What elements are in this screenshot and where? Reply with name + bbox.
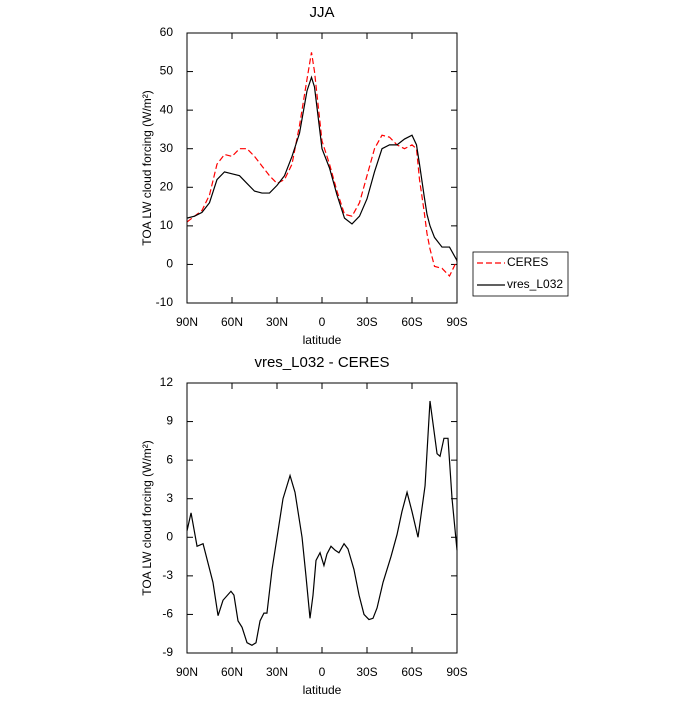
y-tick-label: 10 <box>160 218 174 232</box>
y-tick-label: 12 <box>160 375 174 389</box>
x-tick-label: 60S <box>401 315 422 329</box>
y-tick-label: 60 <box>160 25 174 39</box>
x-tick-label: 30N <box>266 315 288 329</box>
data-line <box>186 52 458 278</box>
x-tick-label: 90S <box>446 315 467 329</box>
x-tick-label: 60N <box>221 665 243 679</box>
plot-frame <box>186 382 458 654</box>
y-axis-label: TOA LW cloud forcing (W/m²) <box>140 90 154 246</box>
legend-label: CERES <box>507 255 548 269</box>
y-tick-label: 0 <box>166 257 173 271</box>
chart-title: vres_L032 - CERES <box>254 354 389 371</box>
x-tick-label: 0 <box>319 665 326 679</box>
x-tick-label: 0 <box>319 315 326 329</box>
x-tick-label: 30N <box>266 665 288 679</box>
y-tick-label: 30 <box>160 141 174 155</box>
y-tick-label: 50 <box>160 64 174 78</box>
y-tick-label: 9 <box>166 414 173 428</box>
y-tick-label: 20 <box>160 179 174 193</box>
x-tick-label: 30S <box>356 315 377 329</box>
x-axis-label: latitude <box>303 333 342 347</box>
legend-box <box>472 251 569 297</box>
x-tick-label: 60N <box>221 315 243 329</box>
y-tick-label: 3 <box>166 491 173 505</box>
y-axis-label: TOA LW cloud forcing (W/m²) <box>140 440 154 596</box>
y-tick-label: -9 <box>162 645 173 659</box>
plot-frame <box>186 32 458 304</box>
data-line <box>186 75 458 261</box>
y-tick-label: 0 <box>166 529 173 543</box>
legend-label: vres_L032 <box>507 277 563 291</box>
x-tick-label: 30S <box>356 665 377 679</box>
x-tick-label: 90S <box>446 665 467 679</box>
y-tick-label: 6 <box>166 452 173 466</box>
y-tick-label: 40 <box>160 102 174 116</box>
y-tick-label: -6 <box>162 607 173 621</box>
chart-title: JJA <box>309 4 334 21</box>
x-axis-label: latitude <box>303 683 342 697</box>
x-tick-label: 60S <box>401 665 422 679</box>
x-tick-label: 90N <box>176 665 198 679</box>
data-line <box>186 400 458 646</box>
y-tick-label: -10 <box>156 295 174 309</box>
y-tick-label: -3 <box>162 568 173 582</box>
x-tick-label: 90N <box>176 315 198 329</box>
